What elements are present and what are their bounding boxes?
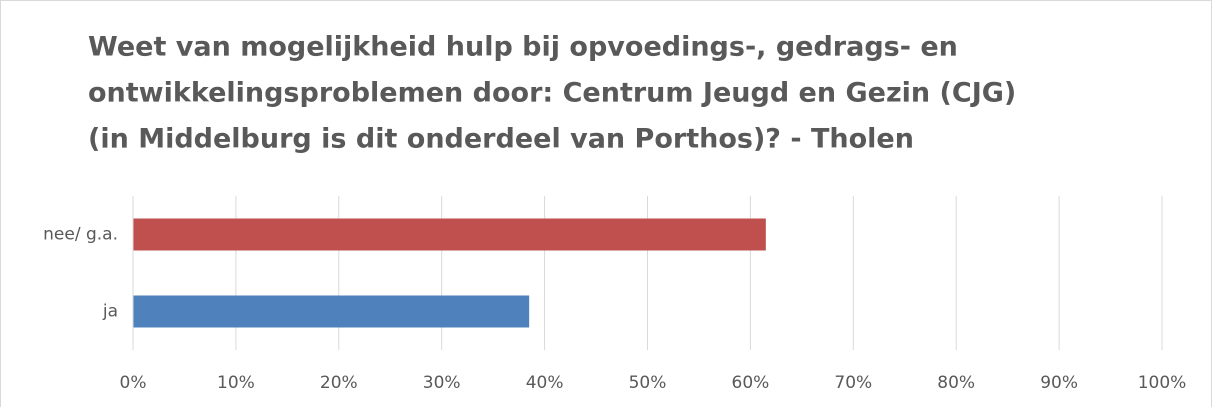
chart-title: (in Middelburg is dit onderdeel van Port…	[88, 124, 914, 155]
y-tick-label: ja	[102, 302, 118, 322]
x-tick-label: 90%	[1040, 373, 1078, 393]
chart-title: ontwikkelingsproblemen door: Centrum Jeu…	[88, 78, 1016, 109]
bar	[133, 295, 530, 328]
x-tick-label: 100%	[1138, 373, 1187, 393]
x-tick-label: 60%	[732, 373, 770, 393]
bar	[133, 218, 766, 251]
chart-title: Weet van mogelijkheid hulp bij opvoeding…	[88, 32, 958, 63]
x-tick-label: 40%	[526, 373, 564, 393]
x-tick-label: 50%	[629, 373, 667, 393]
x-tick-label: 0%	[120, 373, 147, 393]
x-tick-label: 80%	[937, 373, 975, 393]
x-tick-label: 20%	[320, 373, 358, 393]
x-tick-label: 30%	[423, 373, 461, 393]
y-tick-label: nee/ g.a.	[43, 225, 118, 245]
x-tick-label: 10%	[217, 373, 255, 393]
x-tick-label: 70%	[834, 373, 872, 393]
